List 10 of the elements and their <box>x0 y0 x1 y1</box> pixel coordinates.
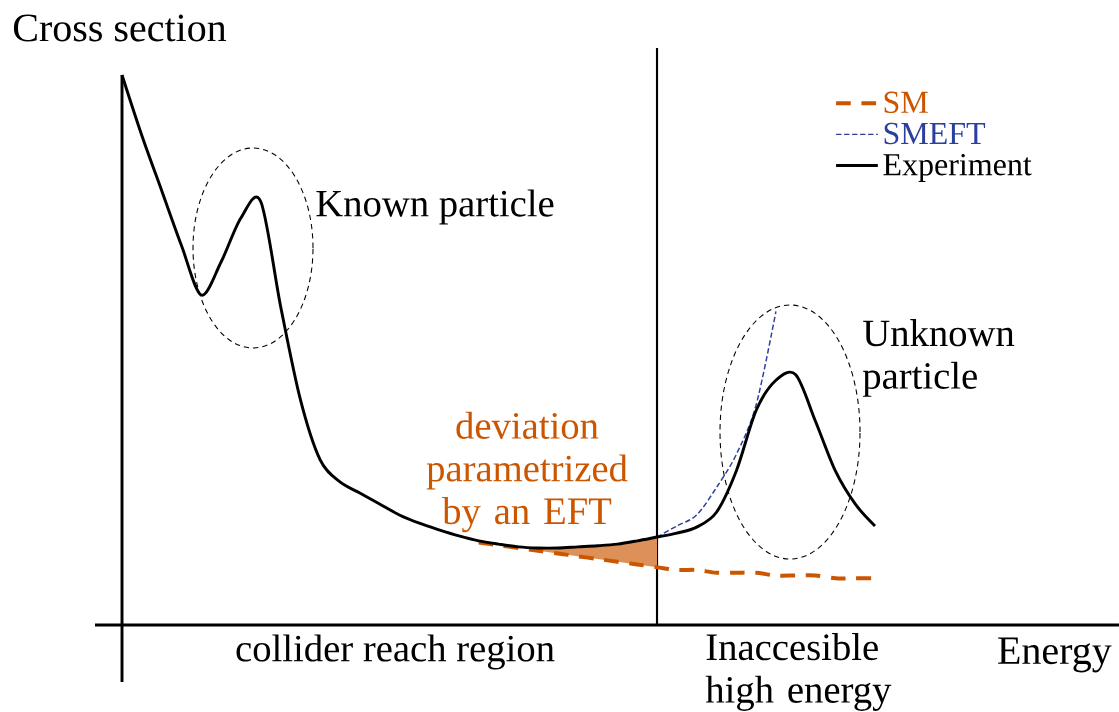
annotation: deviation parametrized by an EFT <box>426 411 628 533</box>
text: collider reach region <box>236 634 555 670</box>
text: Inaccesible high energy <box>705 633 892 711</box>
annotation: Known particle <box>316 189 554 225</box>
annotation: Unknown particle <box>862 319 1015 397</box>
x-axis-title: Energy <box>998 637 1112 673</box>
y-axis-title: Cross section <box>13 14 227 42</box>
legend-label: SM <box>884 91 928 114</box>
legend-label: SMEFT <box>884 122 986 145</box>
legend-label: Experiment <box>883 153 1032 182</box>
